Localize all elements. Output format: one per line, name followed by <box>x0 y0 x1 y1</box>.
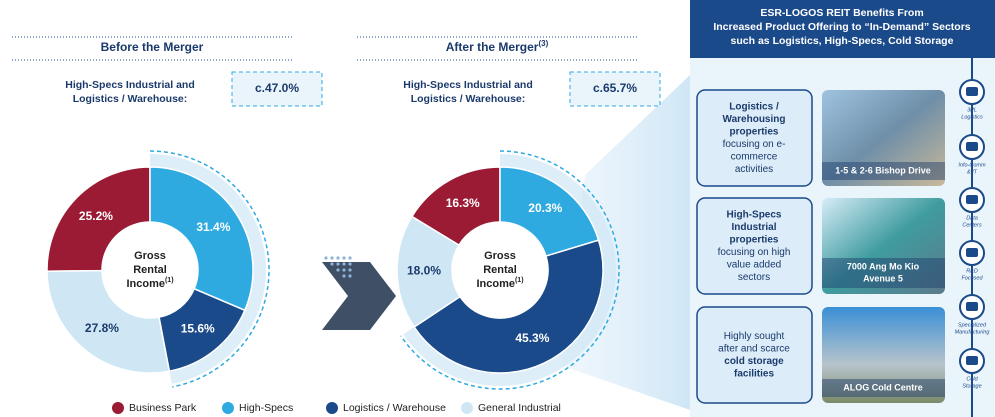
feature-text: commerce <box>731 151 778 162</box>
annotation: c.65.7% <box>593 81 637 95</box>
legend-label: High-Specs <box>239 402 293 414</box>
feature-text: after and scarce <box>718 343 790 354</box>
center-label-text: Income <box>126 278 165 290</box>
legend-swatch <box>222 402 234 414</box>
sector-icon-glyph <box>966 248 978 257</box>
sector-label: 3PL <box>967 107 977 113</box>
feature-text: Warehousing <box>723 114 786 125</box>
feature-text: facilities <box>734 368 774 379</box>
annotation: c.47.0% <box>255 81 299 95</box>
center-label-text: Gross <box>484 250 516 262</box>
legend-label: Logistics / Warehouse <box>343 402 446 414</box>
center-label-text: Rental <box>133 264 167 276</box>
center-label-note: (1) <box>515 277 524 284</box>
chart-title-text: Before the Merger <box>101 40 204 54</box>
center-label: Rental <box>133 264 167 276</box>
feature-text: Industrial <box>731 222 776 233</box>
center-label: Rental <box>483 264 517 276</box>
data-label: 18.0% <box>407 264 441 278</box>
chart-subtitle: Logistics / Warehouse: <box>411 93 526 105</box>
legend-label: Business Park <box>129 402 197 414</box>
sector-label: Cold <box>966 376 978 382</box>
feature-text: cold storage <box>724 356 784 367</box>
data-label: 45.3% <box>515 331 549 345</box>
sector-icon-glyph <box>966 302 978 311</box>
sector-label: Specialized <box>958 322 987 328</box>
chart-subtitle: High-Specs Industrial and <box>403 79 533 91</box>
center-label-text: Rental <box>483 264 517 276</box>
feature-text: activities <box>735 164 773 175</box>
panel-header-text: ESR-LOGOS REIT Benefits From <box>760 7 923 19</box>
chart-title-note: (3) <box>538 39 548 48</box>
data-label: 16.3% <box>446 196 480 210</box>
sector-label: Focused <box>961 275 983 281</box>
sector-label: Info-Comm <box>958 162 986 168</box>
sector-icon-glyph <box>966 87 978 96</box>
chart-title: Before the Merger <box>101 40 204 54</box>
panel-header-text: such as Logistics, High-Specs, Cold Stor… <box>731 35 954 47</box>
page: {"chart_data":[ {"type":"pie","title":"B… <box>0 0 995 417</box>
center-label-text: Gross <box>134 250 166 262</box>
sector-icon-glyph <box>966 195 978 204</box>
photo-caption: ALOG Cold Centre <box>843 382 923 392</box>
sector-label: Logistics <box>961 114 983 120</box>
center-label: Gross <box>484 250 516 262</box>
sector-icon-glyph <box>966 142 978 151</box>
legend-swatch <box>112 402 124 414</box>
sector-label: Centers <box>962 222 982 228</box>
feature-text: Highly sought <box>724 331 785 342</box>
chart-subtitle: High-Specs Industrial and <box>65 79 195 91</box>
chart-subtitle: Logistics / Warehouse: <box>73 93 188 105</box>
sector-icon-glyph <box>966 356 978 365</box>
feature-text: focusing on high <box>718 247 791 258</box>
legend-label: General Industrial <box>478 402 561 414</box>
center-label: Gross <box>134 250 166 262</box>
data-label: 20.3% <box>528 201 562 215</box>
data-label: 31.4% <box>196 220 230 234</box>
feature-text: Logistics / <box>729 101 779 112</box>
chart-title-text: After the Merger <box>446 40 539 54</box>
sector-label: Manufacturing <box>955 329 991 335</box>
feature-text: properties <box>730 126 779 137</box>
photo-caption: 1-5 & 2-6 Bishop Drive <box>835 165 931 175</box>
feature-text: sectors <box>738 272 770 283</box>
legend-swatch <box>326 402 338 414</box>
sector-label: Data <box>966 215 978 221</box>
sector-label: & IT <box>967 169 978 175</box>
feature-text: value added <box>727 259 782 270</box>
sector-label: Storage <box>962 383 981 389</box>
data-label: 27.8% <box>85 321 119 335</box>
feature-text: High-Specs <box>726 209 781 220</box>
photo-caption: Avenue 5 <box>863 273 903 283</box>
photo-caption: 7000 Ang Mo Kio <box>847 261 920 271</box>
center-label-note: (1) <box>165 277 174 284</box>
center-label-text: Income <box>476 278 515 290</box>
chart-title: After the Merger(3) <box>446 39 549 54</box>
data-label: 15.6% <box>181 321 215 335</box>
legend-swatch <box>461 402 473 414</box>
feature-text: focusing on e- <box>723 139 786 150</box>
slide: Before the Merger High-Specs Industrial a… <box>0 0 995 417</box>
feature-text: properties <box>730 234 779 245</box>
panel-header-text: Increased Product Offering to “In-Demand… <box>713 21 970 33</box>
data-label: 25.2% <box>79 209 113 223</box>
chevron <box>322 256 396 330</box>
sector-label: R&D <box>966 268 978 274</box>
